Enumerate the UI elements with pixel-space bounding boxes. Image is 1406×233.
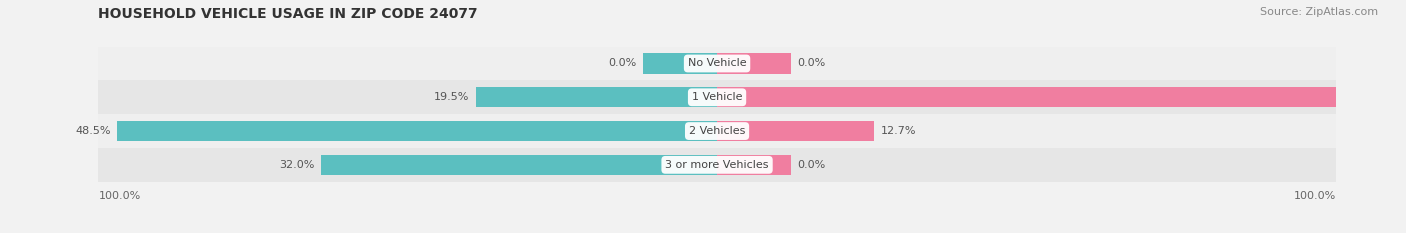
Text: 1 Vehicle: 1 Vehicle — [692, 92, 742, 102]
Text: 100.0%: 100.0% — [98, 191, 141, 201]
Text: HOUSEHOLD VEHICLE USAGE IN ZIP CODE 24077: HOUSEHOLD VEHICLE USAGE IN ZIP CODE 2407… — [98, 7, 478, 21]
Text: 0.0%: 0.0% — [797, 160, 825, 170]
Bar — [98, 47, 1336, 80]
Bar — [717, 87, 1406, 107]
Bar — [98, 148, 1336, 182]
Bar — [321, 155, 717, 175]
Bar — [717, 121, 875, 141]
Bar — [717, 155, 792, 175]
Text: 0.0%: 0.0% — [609, 58, 637, 69]
Text: 3 or more Vehicles: 3 or more Vehicles — [665, 160, 769, 170]
Text: 12.7%: 12.7% — [880, 126, 915, 136]
Bar — [117, 121, 717, 141]
Bar — [98, 114, 1336, 148]
Text: 19.5%: 19.5% — [434, 92, 470, 102]
Text: 0.0%: 0.0% — [797, 58, 825, 69]
Bar — [717, 53, 792, 74]
Text: No Vehicle: No Vehicle — [688, 58, 747, 69]
Text: 32.0%: 32.0% — [280, 160, 315, 170]
Bar — [475, 87, 717, 107]
Bar — [643, 53, 717, 74]
Bar — [98, 80, 1336, 114]
Text: Source: ZipAtlas.com: Source: ZipAtlas.com — [1260, 7, 1378, 17]
Text: 48.5%: 48.5% — [76, 126, 111, 136]
Text: 2 Vehicles: 2 Vehicles — [689, 126, 745, 136]
Text: 100.0%: 100.0% — [1294, 191, 1336, 201]
